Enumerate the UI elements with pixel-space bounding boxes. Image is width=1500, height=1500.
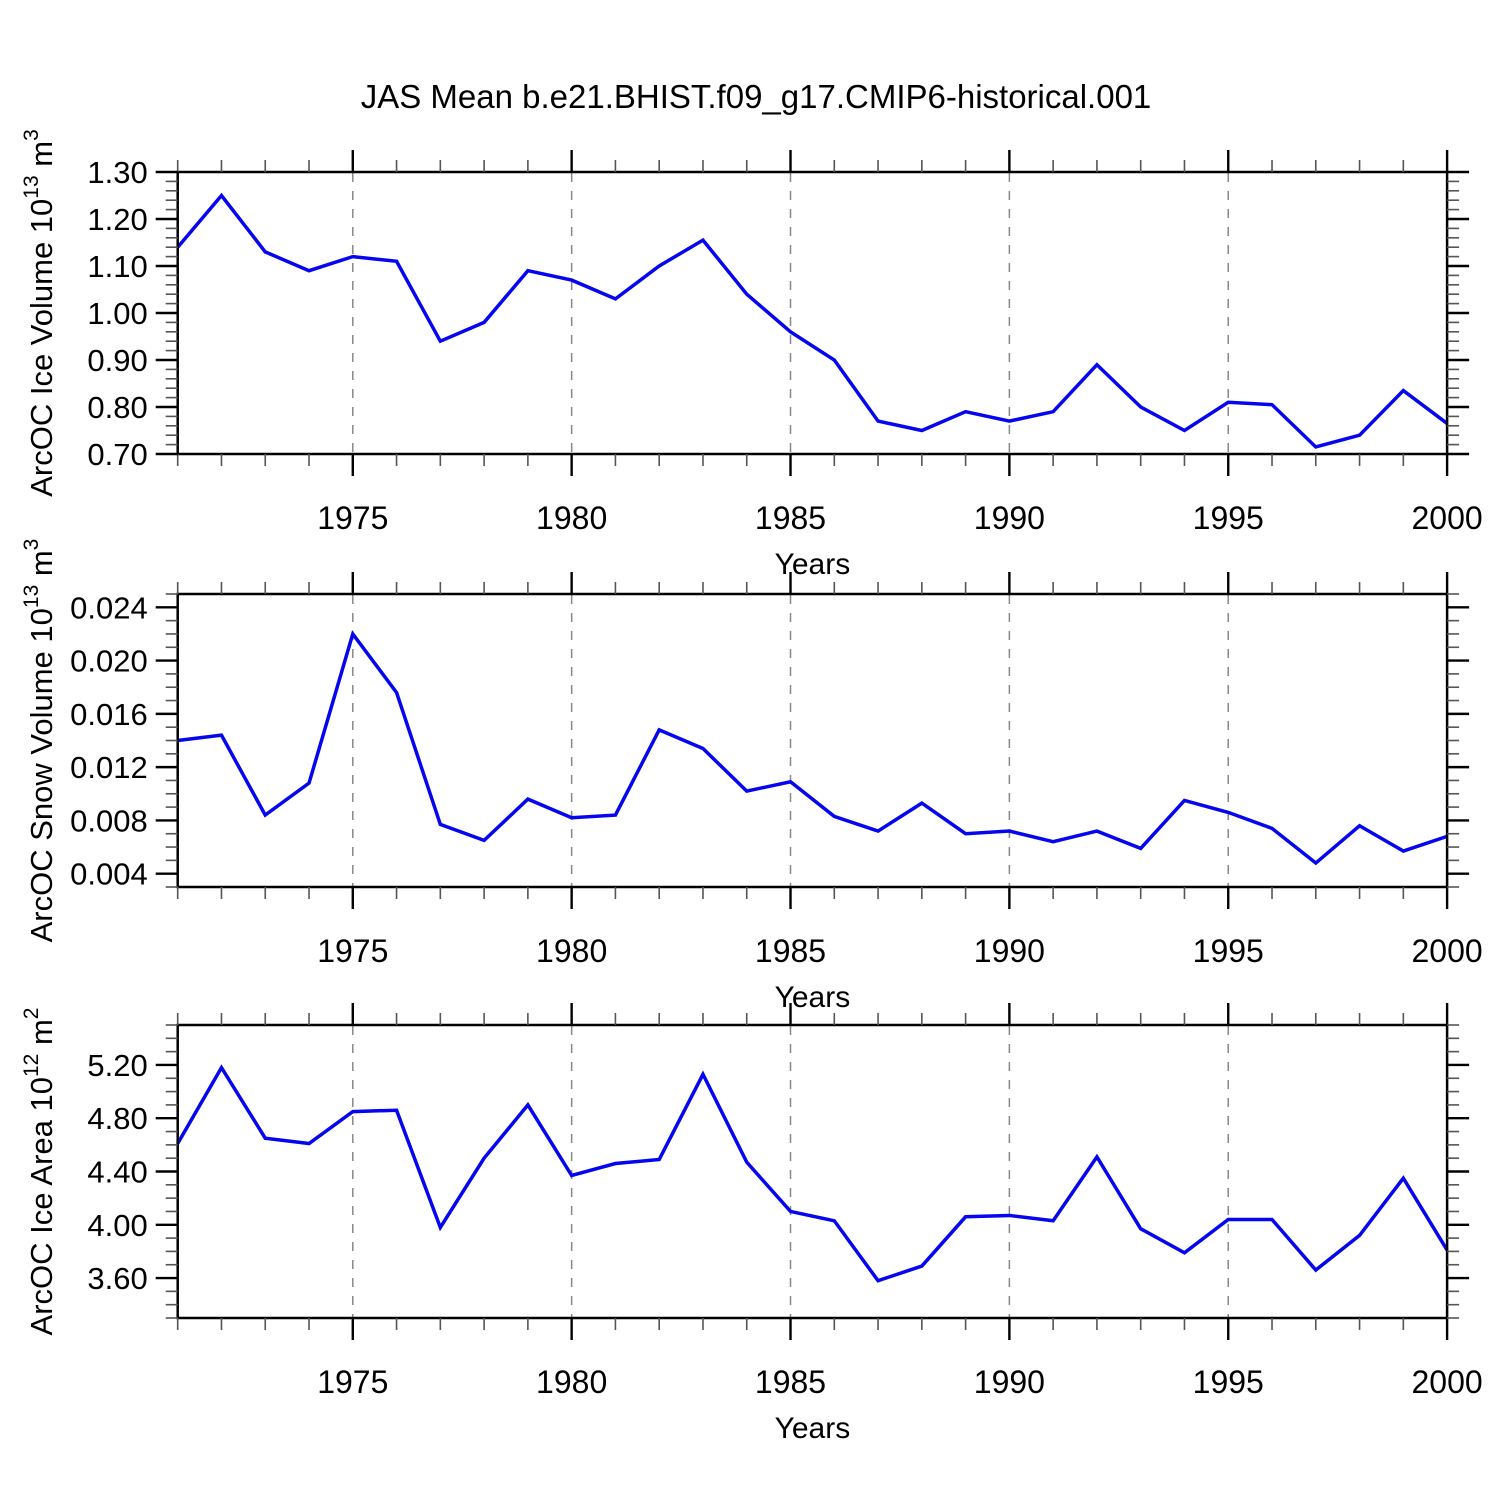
x-tick-label: 1980 (536, 500, 607, 536)
y-tick-label: 0.70 (87, 437, 147, 472)
x-axis-title-ice-volume: Years (775, 548, 851, 581)
y-tick-label: 1.30 (87, 155, 147, 190)
x-tick-label: 1980 (536, 1364, 607, 1400)
y-tick-label: 0.004 (70, 857, 148, 892)
panel-ice-area: 5.20 4.80 4.40 4.00 3.60 1975 1980 1985 1990 1995… (20, 1003, 1483, 1445)
x-tick-label: 2000 (1412, 933, 1483, 969)
y-tick-label: 4.00 (87, 1208, 147, 1243)
y-tick-label: 1.10 (87, 249, 147, 284)
y-tick-label: 3.60 (87, 1261, 147, 1296)
y-tick-label: 1.20 (87, 202, 147, 237)
y-axis-title-ice-volume: ArcOC Ice Volume 1013 m3 (20, 129, 59, 497)
x-tick-label: 1975 (317, 500, 388, 536)
y-tick-label: 0.008 (70, 803, 148, 838)
x-tick-label: 1985 (755, 933, 826, 969)
x-tick-label: 2000 (1412, 1364, 1483, 1400)
y-axis-title-ice-area: ArcOC Ice Area 1012 m2 (20, 1008, 59, 1336)
x-tick-label: 1990 (974, 933, 1045, 969)
y-tick-label: 0.016 (70, 697, 148, 732)
y-tick-label: 0.012 (70, 750, 148, 785)
panel-ice-volume: 1.30 1.20 1.10 1.00 0.90 0.80 0.70 1975 1980 1985… (20, 129, 1483, 581)
x-tick-label: 1995 (1193, 500, 1264, 536)
x-tick-label: 2000 (1412, 500, 1483, 536)
y-tick-label: 4.40 (87, 1155, 147, 1190)
figure-title: JAS Mean b.e21.BHIST.f09_g17.CMIP6-histo… (360, 78, 1152, 115)
y-tick-label: 0.90 (87, 343, 147, 378)
x-tick-label: 1985 (755, 500, 826, 536)
x-tick-label: 1980 (536, 933, 607, 969)
y-tick-label: 4.80 (87, 1101, 147, 1136)
panel-frame-ice-volume (176, 170, 1449, 456)
x-tick-label: 1995 (1193, 933, 1264, 969)
panel-snow-volume: 0.024 0.020 0.016 0.012 0.008 0.004 1975 1980 19… (20, 539, 1483, 1014)
y-axis-title-snow-volume: ArcOC Snow Volume 1013 m3 (20, 539, 59, 943)
x-tick-label: 1990 (974, 500, 1045, 536)
y-tick-label: 5.20 (87, 1048, 147, 1083)
y-tick-label: 1.00 (87, 296, 147, 331)
x-tick-label: 1990 (974, 1364, 1045, 1400)
y-tick-label: 0.020 (70, 644, 148, 679)
y-tick-label: 0.024 (70, 590, 148, 625)
y-tick-label: 0.80 (87, 390, 147, 425)
x-axis-title-ice-area: Years (775, 1412, 851, 1445)
x-tick-label: 1985 (755, 1364, 826, 1400)
series-line-snow-volume (177, 630, 1448, 866)
x-axis-title-snow-volume: Years (775, 981, 851, 1014)
series-line-ice-area (176, 1064, 1449, 1283)
panel-frame-ice-area (176, 1023, 1449, 1320)
series-line-ice-volume (176, 192, 1449, 449)
x-tick-label: 1995 (1193, 1364, 1264, 1400)
x-tick-label: 1975 (317, 1364, 388, 1400)
panel-frame-snow-volume (176, 592, 1449, 889)
x-tick-label: 1975 (317, 933, 388, 969)
